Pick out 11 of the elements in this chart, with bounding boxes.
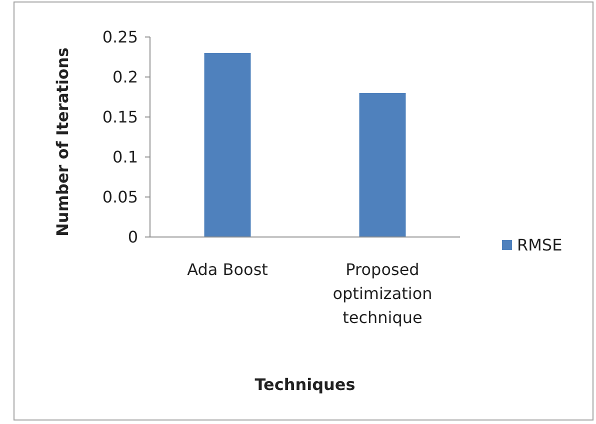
y-tick-label: 0.15 [102, 108, 138, 127]
x-tick-label: Proposed optimization technique [332, 260, 432, 327]
x-tick-label: Ada Boost [187, 260, 268, 279]
y-tick-label: 0.2 [112, 68, 138, 87]
y-tick-label: 0.1 [112, 148, 138, 167]
legend-label: RMSE [517, 236, 562, 255]
y-tick-label: 0 [128, 228, 138, 247]
y-axis-title: Number of Iterations [53, 48, 72, 236]
y-tick-label: 0.25 [102, 28, 138, 47]
x-axis-title: Techniques [254, 375, 356, 394]
y-tick-label: 0.05 [102, 188, 138, 207]
